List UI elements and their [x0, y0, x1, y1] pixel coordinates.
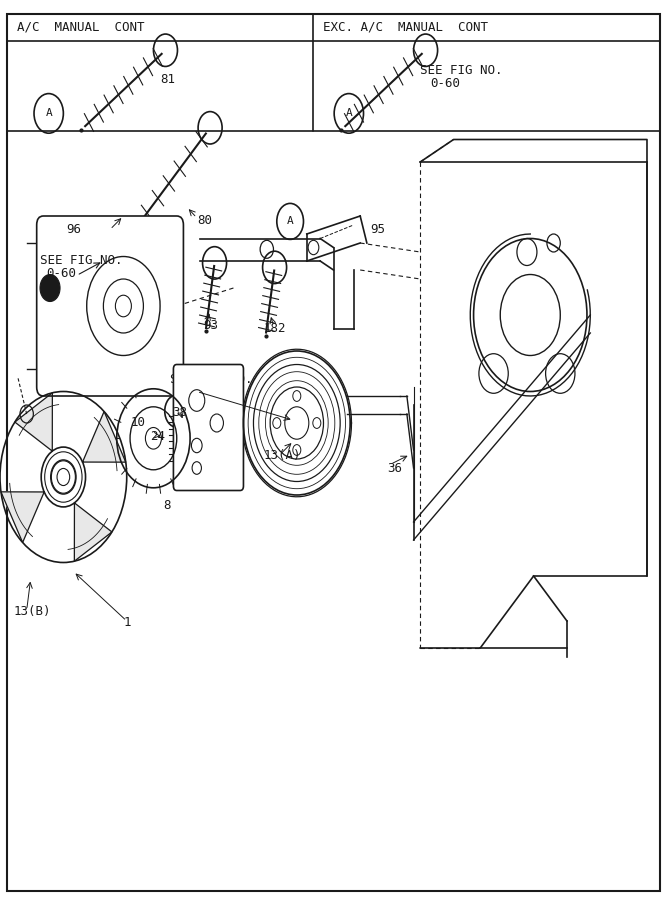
- Text: A: A: [287, 216, 293, 227]
- Text: 81: 81: [160, 73, 175, 86]
- Text: 96: 96: [67, 223, 81, 236]
- Text: 13(A): 13(A): [263, 449, 301, 462]
- Circle shape: [40, 274, 60, 302]
- FancyBboxPatch shape: [173, 364, 243, 490]
- FancyBboxPatch shape: [37, 216, 183, 396]
- Text: 10: 10: [130, 417, 145, 429]
- Text: 182: 182: [263, 322, 286, 335]
- Text: A: A: [346, 108, 352, 119]
- Text: EXC. A/C  MANUAL  CONT: EXC. A/C MANUAL CONT: [323, 21, 488, 33]
- Text: SEE FIG NO.: SEE FIG NO.: [170, 374, 253, 386]
- Text: 8: 8: [163, 500, 171, 512]
- Text: 0-15: 0-15: [183, 388, 213, 400]
- Bar: [7, 14, 660, 130]
- Text: 38: 38: [172, 406, 187, 419]
- Text: A: A: [45, 108, 52, 119]
- Text: SEE FIG NO.: SEE FIG NO.: [40, 255, 123, 267]
- Text: SEE FIG NO.: SEE FIG NO.: [420, 64, 503, 76]
- Text: 80: 80: [197, 214, 211, 227]
- Text: 1: 1: [123, 616, 131, 629]
- Text: 93: 93: [203, 320, 218, 332]
- Polygon shape: [83, 411, 126, 463]
- Text: 36: 36: [387, 462, 402, 474]
- Polygon shape: [1, 491, 44, 543]
- Text: 13(B): 13(B): [13, 606, 51, 618]
- Text: A/C  MANUAL  CONT: A/C MANUAL CONT: [17, 21, 144, 33]
- Text: 95: 95: [370, 223, 385, 236]
- Polygon shape: [15, 392, 53, 451]
- Text: 0-60: 0-60: [430, 77, 460, 90]
- Text: 24: 24: [150, 430, 165, 443]
- Text: 0-60: 0-60: [47, 267, 77, 280]
- Polygon shape: [74, 503, 112, 562]
